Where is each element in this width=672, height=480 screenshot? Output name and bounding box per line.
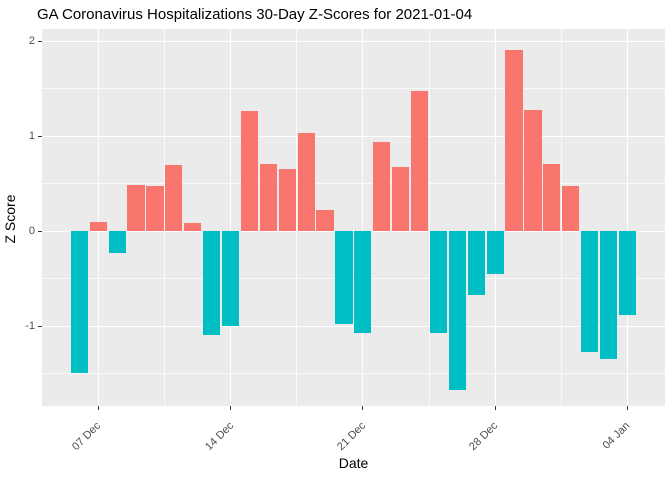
bar-positive (524, 109, 542, 232)
minor-gridline-horizontal (42, 183, 665, 185)
y-tick-label: -1 (25, 319, 35, 332)
y-axis-tick-mark (38, 230, 42, 232)
bar-positive (316, 210, 334, 232)
y-tick-label: 0 (28, 224, 35, 237)
x-axis-tick-mark (362, 406, 364, 410)
bar-positive (392, 166, 410, 232)
y-axis-title: Z Score (2, 194, 18, 244)
x-tick-label: 04 Jan (600, 419, 633, 452)
major-gridline-horizontal (42, 135, 665, 137)
x-tick-label: 14 Dec (202, 419, 236, 453)
x-axis-tick-mark (230, 406, 232, 410)
bar-positive (89, 221, 107, 232)
bar-positive (259, 163, 277, 232)
plot-panel (42, 29, 665, 406)
minor-gridline-horizontal (42, 278, 665, 280)
bar-negative (467, 231, 485, 295)
minor-gridline-vertical (428, 29, 430, 406)
bar-negative (486, 231, 504, 274)
bar-negative (70, 231, 88, 373)
bar-positive (505, 49, 523, 232)
bar-positive (410, 90, 429, 232)
major-gridline-vertical (362, 29, 364, 406)
bar-positive (278, 168, 296, 232)
major-gridline-vertical (97, 29, 99, 406)
bar-negative (354, 231, 372, 333)
bar-negative (108, 231, 126, 254)
minor-gridline-horizontal (42, 88, 665, 90)
minor-gridline-horizontal (42, 373, 665, 375)
major-gridline-horizontal (42, 230, 665, 232)
y-axis-tick-mark (38, 40, 42, 42)
y-axis-tick-mark (38, 135, 42, 137)
major-gridline-vertical (494, 29, 496, 406)
y-tick-label: 1 (28, 129, 35, 142)
major-gridline-vertical (229, 29, 232, 406)
x-axis-tick-mark (97, 406, 99, 410)
bar-negative (335, 231, 353, 325)
bar-positive (165, 164, 183, 232)
bar-positive (373, 142, 391, 232)
bar-negative (618, 231, 637, 315)
x-axis-title: Date (338, 455, 369, 471)
minor-gridline-vertical (560, 29, 562, 406)
x-tick-label: 07 Dec (70, 419, 104, 453)
bar-negative (581, 231, 599, 352)
bar-negative (203, 231, 221, 335)
bar-positive (127, 184, 145, 232)
y-tick-label: 2 (28, 34, 35, 47)
bar-negative (221, 231, 240, 327)
major-gridline-horizontal (42, 325, 665, 327)
bar-negative (429, 231, 448, 333)
bar-positive (146, 185, 164, 232)
x-axis-tick-mark (626, 406, 628, 410)
x-tick-label: 28 Dec (467, 419, 501, 453)
bar-positive (240, 110, 259, 232)
bar-positive (184, 222, 202, 232)
x-tick-label: 21 Dec (335, 419, 369, 453)
chart-title: GA Coronavirus Hospitalizations 30-Day Z… (37, 6, 473, 23)
major-gridline-vertical (626, 29, 629, 406)
bar-positive (297, 132, 315, 232)
bar-negative (448, 231, 466, 390)
minor-gridline-vertical (164, 29, 165, 406)
bar-positive (543, 163, 561, 232)
minor-gridline-vertical (296, 29, 298, 406)
y-axis-tick-mark (38, 325, 42, 327)
bar-negative (599, 231, 618, 359)
bar-positive (562, 185, 580, 232)
major-gridline-horizontal (42, 40, 665, 42)
x-axis-tick-mark (494, 406, 496, 410)
